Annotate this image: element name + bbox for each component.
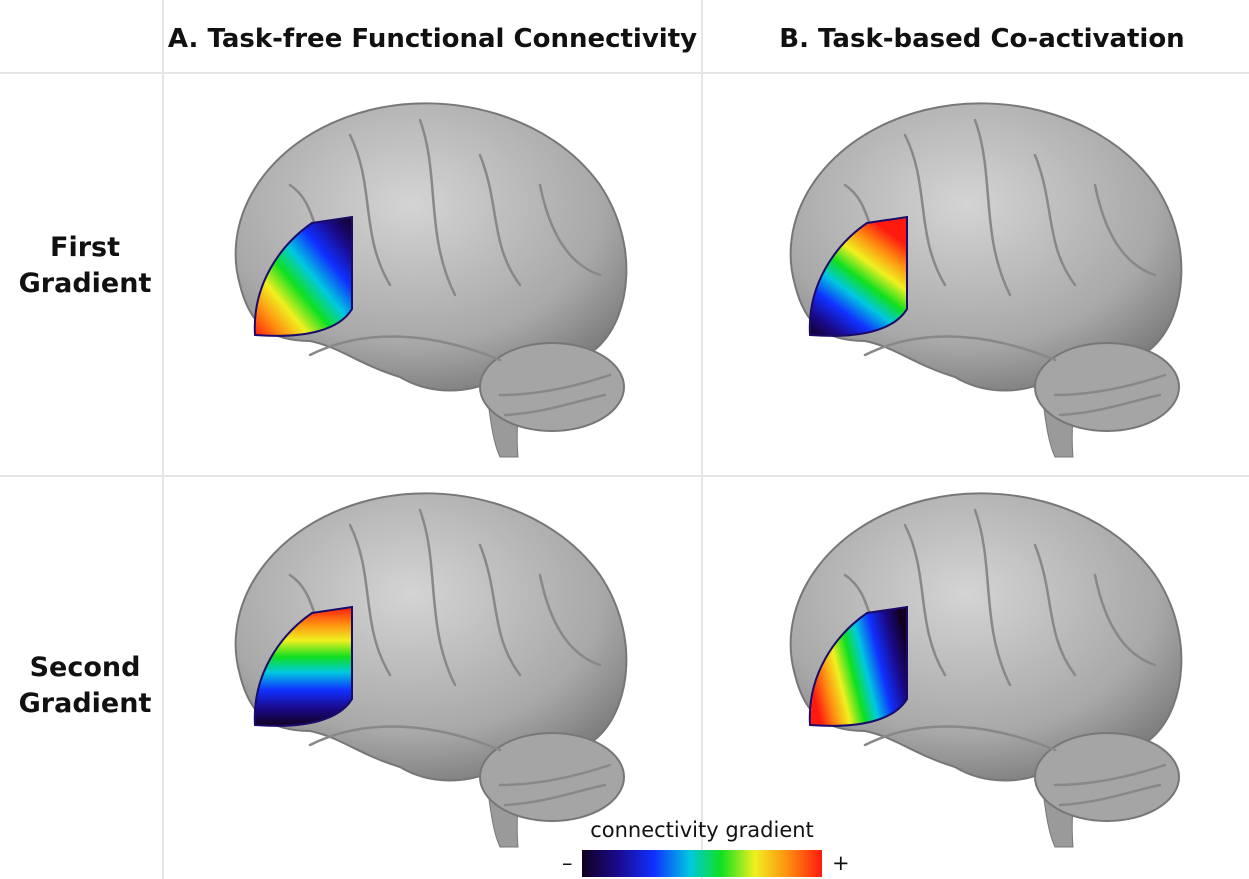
brain-panel	[791, 493, 1182, 847]
brain-panel	[236, 103, 627, 457]
row-label: Second Gradient	[10, 650, 160, 722]
colorbar-max-label: +	[832, 851, 850, 875]
figure-graphics	[0, 0, 1249, 879]
figure: A. Task-free Functional Connectivity B. …	[0, 0, 1249, 879]
column-header: A. Task-free Functional Connectivity	[163, 24, 702, 54]
row-label: First Gradient	[10, 230, 160, 302]
brain-panel	[791, 103, 1182, 457]
brain-panel	[236, 493, 627, 847]
colorbar-min-label: –	[562, 851, 573, 875]
colorbar	[582, 850, 822, 877]
column-header: B. Task-based Co-activation	[702, 24, 1249, 54]
colorbar-title: connectivity gradient	[552, 818, 852, 842]
